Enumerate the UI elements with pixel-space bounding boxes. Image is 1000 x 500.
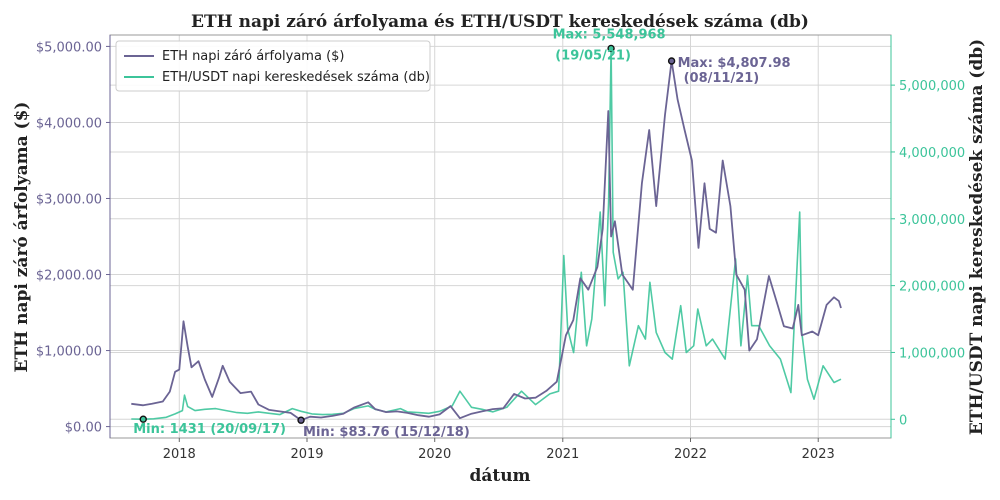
tick-label-left: $4,000.00 <box>36 116 102 131</box>
annotation-marker <box>297 416 305 424</box>
series-layer <box>131 47 842 422</box>
annotation-max-trades-line2: (19/05/21) <box>555 48 631 63</box>
legend: ETH napi záró árfolyama ($) ETH/USDT nap… <box>115 40 431 92</box>
chart-title: ETH napi záró árfolyama és ETH/USDT kere… <box>191 12 809 32</box>
tick-label-left: $3,000.00 <box>36 192 102 207</box>
tick-label-right: 5,000,000 <box>899 79 965 94</box>
annotation-max-eth-line2: (08/11/21) <box>684 71 760 86</box>
x-axis-label: dátum <box>469 466 530 486</box>
annotation-marker <box>667 57 676 65</box>
annotation-max-eth-line1: Max: $4,807.98 <box>678 56 791 71</box>
series-line-eth <box>131 60 842 422</box>
annotation-max-trades-line1: Max: 5,548,968 <box>553 27 666 42</box>
tick-label-right: 3,000,000 <box>899 213 965 228</box>
y-axis-label-right: ETH/USDT napi kereskedések száma (db) <box>967 39 987 435</box>
tick-label-right: 4,000,000 <box>899 146 965 161</box>
ticks: $0.00 $1,000.00 $2,000.00 $3,000.00 $4,000.0… <box>36 35 965 462</box>
tick-label-left: $0.00 <box>65 421 102 436</box>
annotation-min-trades-line1: Min: 1431 (20/09/17) <box>133 422 286 437</box>
tick-label-left: $5,000.00 <box>36 40 102 55</box>
tick-label-left: $2,000.00 <box>36 269 102 284</box>
tick-label-right: 2,000,000 <box>899 280 965 295</box>
tick-label-left: $1,000.00 <box>36 345 102 360</box>
legend-box <box>115 40 431 92</box>
tick-label-x: 2023 <box>802 447 835 462</box>
tick-label-x: 2018 <box>163 447 196 462</box>
tick-label-right: 0 <box>899 413 907 428</box>
legend-label-trades: ETH/USDT napi kereskedések száma (db) <box>162 70 430 85</box>
legend-label-eth: ETH napi záró árfolyama ($) <box>162 49 345 64</box>
tick-label-x: 2020 <box>418 447 451 462</box>
grid <box>110 35 891 438</box>
tick-label-x: 2022 <box>674 447 707 462</box>
tick-label-right: 1,000,000 <box>899 346 965 361</box>
tick-label-x: 2019 <box>290 447 323 462</box>
annotation-marker <box>607 44 615 53</box>
annotation-marker <box>139 415 147 423</box>
annotation-min-eth-line1: Min: $83.76 (15/12/18) <box>303 425 470 440</box>
y-axis-label-left: ETH napi záró árfolyama ($) <box>12 102 32 373</box>
tick-label-x: 2021 <box>546 447 579 462</box>
annotations: Max: 5,548,968 (19/05/21) Max: $4,807.98(0… <box>133 27 790 440</box>
